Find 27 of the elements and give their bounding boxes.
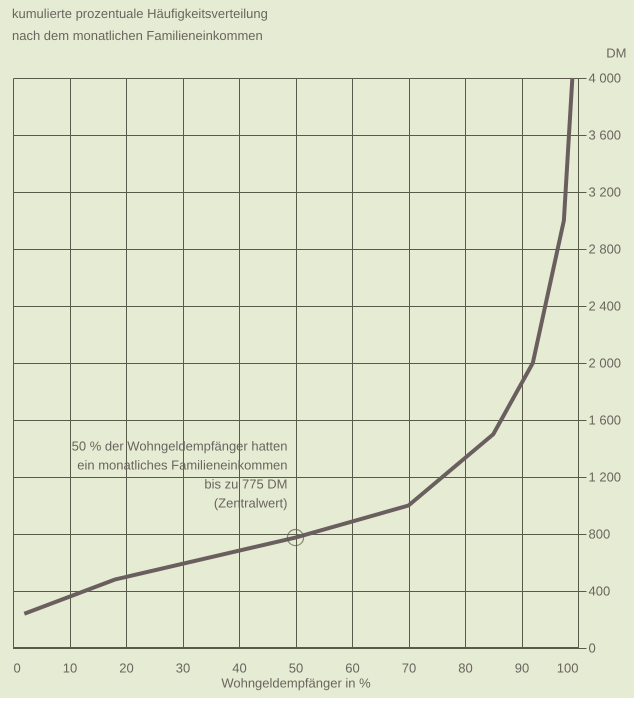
x-tick-label: 0	[14, 660, 21, 676]
x-tick-label: 40	[232, 660, 247, 676]
y-tick-label: 800	[588, 526, 610, 542]
x-tick-label: 10	[62, 660, 78, 676]
x-tick-label: 70	[402, 660, 416, 676]
x-tick-label: 30	[176, 660, 190, 676]
y-tick-label: 2 000	[588, 356, 622, 370]
x-axis-title: Wohngeldempfänger in %	[221, 676, 372, 690]
x-tick-label: 20	[119, 660, 134, 676]
y-tick-label: 0	[588, 640, 596, 656]
x-tick-label: 80	[458, 660, 473, 676]
x-tick-label: 60	[345, 660, 360, 676]
y-axis-title: DM	[606, 46, 626, 60]
y-tick-label: 1 200	[588, 470, 622, 484]
x-tick-label: 100	[556, 660, 578, 676]
y-tick-label: 400	[588, 584, 610, 598]
y-tick-label: 4 000	[588, 70, 622, 86]
text: kumulierte prozentuale Häufigkeitsverteilung	[12, 6, 268, 21]
x-tick-label: 90	[514, 660, 530, 676]
y-tick-label: 3 200	[588, 184, 622, 200]
y-tick-label: 2 400	[588, 298, 622, 314]
y-tick-label: 1 600	[588, 412, 622, 428]
x-tick-label: 50	[288, 660, 304, 676]
text: nach dem monatlichen Familieneinkommen	[12, 28, 263, 43]
y-tick-label: 2 800	[588, 242, 622, 256]
y-tick-label: 3 600	[588, 128, 622, 142]
line-series	[22, 76, 574, 616]
